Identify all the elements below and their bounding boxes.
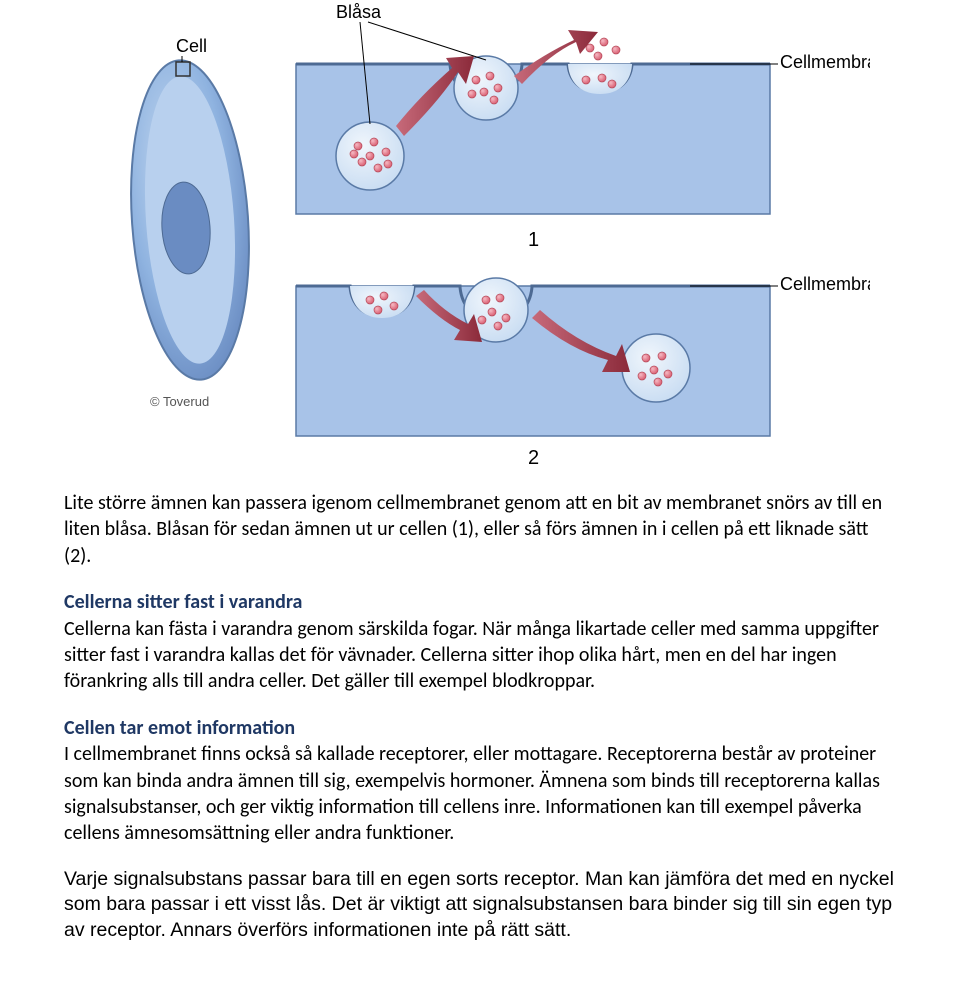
- body-text: Lite större ämnen kan passera igenom cel…: [0, 466, 960, 1004]
- heading-cellerna-fast: Cellerna sitter fast i varandra: [64, 590, 302, 614]
- cell-membrane-diagram: Cell Blåsa Cellmembran Cellmembran 1 2 ©…: [90, 0, 870, 466]
- paragraph-1: Lite större ämnen kan passera igenom cel…: [64, 490, 896, 569]
- heading-cellen-info: Cellen tar emot information: [64, 716, 295, 740]
- paragraph-2: Cellerna kan fästa i varandra genom särs…: [64, 617, 879, 694]
- panel-2: [296, 278, 770, 436]
- section-2: Cellerna sitter fast i varandra Cellerna…: [64, 589, 896, 695]
- label-cellmembran-top: Cellmembran: [780, 52, 870, 72]
- cell-illustration: [121, 56, 259, 383]
- label-cell: Cell: [176, 36, 207, 56]
- label-num-2: 2: [528, 447, 539, 466]
- paragraph-3: I cellmembranet finns också så kallade r…: [64, 742, 880, 845]
- panel-1: [296, 30, 770, 214]
- section-3: Cellen tar emot information I cellmembra…: [64, 715, 896, 847]
- label-num-1: 1: [528, 229, 539, 251]
- credit: © Toverud: [150, 394, 209, 409]
- label-cellmembran-bottom: Cellmembran: [780, 274, 870, 294]
- particles-released: [582, 38, 620, 88]
- paragraph-4: Varje signalsubstans passar bara till en…: [64, 867, 896, 944]
- diagram-container: Cell Blåsa Cellmembran Cellmembran 1 2 ©…: [0, 0, 960, 466]
- label-blasa: Blåsa: [336, 2, 382, 22]
